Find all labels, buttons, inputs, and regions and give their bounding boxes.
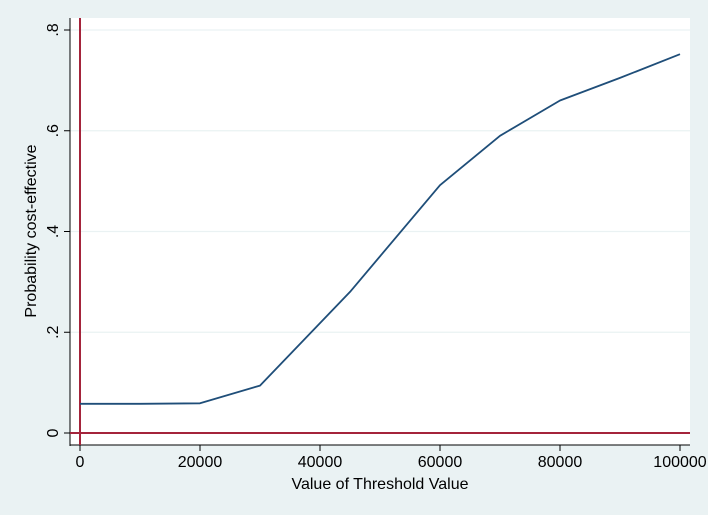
y-tick-label: .6 bbox=[45, 124, 62, 137]
reference-lines bbox=[70, 18, 690, 445]
x-tick-label: 60000 bbox=[418, 454, 463, 471]
y-axis-title: Probability cost-effective bbox=[23, 144, 40, 317]
x-axis-title: Value of Threshold Value bbox=[291, 476, 468, 493]
x-tick-label: 80000 bbox=[538, 454, 583, 471]
y-axis-ticks: 0 .2 .4 .6 .8 bbox=[45, 23, 70, 437]
series-line bbox=[80, 53, 681, 405]
y-tick-label: 0 bbox=[45, 428, 62, 437]
x-tick-label: 40000 bbox=[298, 454, 343, 471]
x-tick-label: 20000 bbox=[178, 454, 223, 471]
y-tick-label: .2 bbox=[45, 325, 62, 338]
x-axis-ticks: 0 20000 40000 60000 80000 100000 bbox=[76, 445, 707, 471]
x-tick-label: 0 bbox=[76, 454, 85, 471]
x-tick-label: 100000 bbox=[653, 454, 706, 471]
series-layer bbox=[80, 53, 681, 405]
y-tick-label: .8 bbox=[45, 23, 62, 36]
y-tick-label: .4 bbox=[45, 225, 62, 238]
